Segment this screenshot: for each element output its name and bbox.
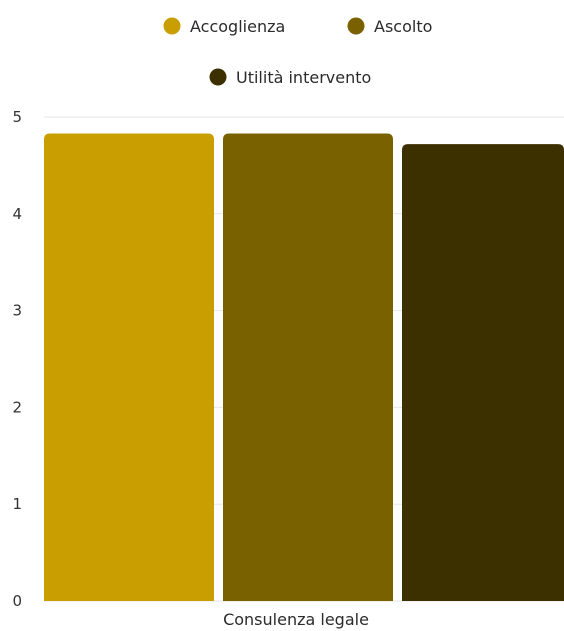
- chart-legend: Accoglienza Ascolto Utilità intervento: [163, 17, 433, 87]
- legend-label: Ascolto: [374, 17, 432, 36]
- y-tick-label: 1: [12, 495, 22, 513]
- legend-marker: [209, 68, 227, 86]
- legend-item[interactable]: Ascolto: [347, 17, 433, 36]
- bar-ascolto[interactable]: [223, 133, 393, 601]
- y-tick-label: 0: [12, 592, 22, 610]
- x-axis: Consulenza legale: [223, 610, 369, 629]
- legend-marker: [347, 17, 365, 35]
- legend-label: Utilità intervento: [236, 68, 371, 87]
- y-tick-label: 5: [12, 108, 22, 126]
- legend-item[interactable]: Accoglienza: [163, 17, 286, 36]
- y-axis: 0 1 2 3 4 5: [12, 108, 22, 610]
- legend-label: Accoglienza: [190, 17, 285, 36]
- bar-group: [44, 133, 564, 601]
- y-tick-label: 3: [12, 302, 22, 320]
- bar-accoglienza[interactable]: [44, 133, 214, 601]
- legend-item[interactable]: Utilità intervento: [209, 68, 372, 87]
- y-tick-label: 4: [12, 205, 22, 223]
- legend-marker: [163, 17, 181, 35]
- x-category-label: Consulenza legale: [223, 610, 369, 629]
- bar-utilit-intervento[interactable]: [402, 144, 564, 601]
- y-tick-label: 2: [12, 398, 22, 416]
